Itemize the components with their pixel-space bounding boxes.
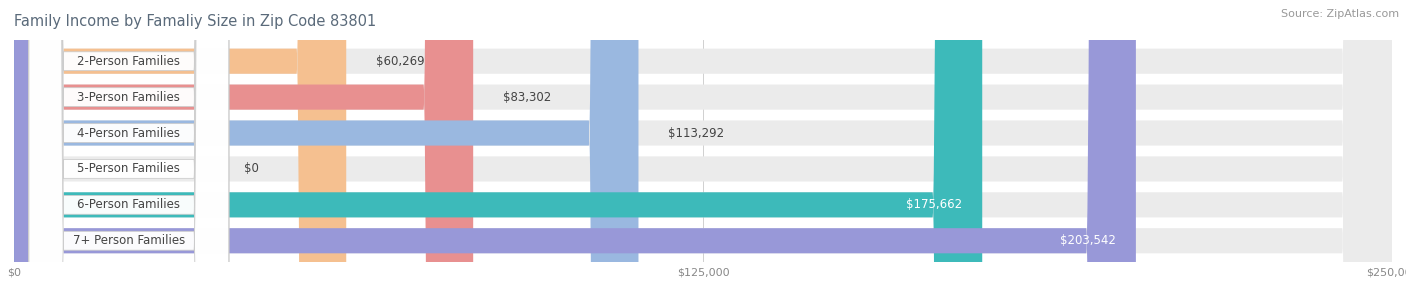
Text: $175,662: $175,662 — [907, 198, 962, 211]
FancyBboxPatch shape — [14, 0, 1392, 305]
Text: 6-Person Families: 6-Person Families — [77, 198, 180, 211]
FancyBboxPatch shape — [30, 0, 229, 305]
FancyBboxPatch shape — [30, 0, 229, 305]
Text: $83,302: $83,302 — [503, 91, 551, 104]
Text: $113,292: $113,292 — [668, 127, 724, 139]
FancyBboxPatch shape — [14, 0, 983, 305]
Text: Source: ZipAtlas.com: Source: ZipAtlas.com — [1281, 9, 1399, 19]
FancyBboxPatch shape — [14, 0, 1392, 305]
FancyBboxPatch shape — [14, 0, 1392, 305]
Text: $0: $0 — [243, 163, 259, 175]
FancyBboxPatch shape — [30, 0, 229, 305]
FancyBboxPatch shape — [14, 0, 638, 305]
FancyBboxPatch shape — [30, 0, 229, 305]
FancyBboxPatch shape — [14, 0, 1392, 305]
FancyBboxPatch shape — [14, 0, 474, 305]
Text: $203,542: $203,542 — [1060, 234, 1116, 247]
Text: 2-Person Families: 2-Person Families — [77, 55, 180, 68]
FancyBboxPatch shape — [30, 0, 229, 305]
Text: $60,269: $60,269 — [375, 55, 425, 68]
FancyBboxPatch shape — [14, 0, 346, 305]
FancyBboxPatch shape — [30, 0, 229, 305]
Text: 3-Person Families: 3-Person Families — [77, 91, 180, 104]
FancyBboxPatch shape — [14, 0, 1136, 305]
FancyBboxPatch shape — [14, 0, 1392, 305]
Text: 7+ Person Families: 7+ Person Families — [73, 234, 186, 247]
FancyBboxPatch shape — [14, 0, 1392, 305]
Text: 4-Person Families: 4-Person Families — [77, 127, 180, 139]
Text: 5-Person Families: 5-Person Families — [77, 163, 180, 175]
Text: Family Income by Famaliy Size in Zip Code 83801: Family Income by Famaliy Size in Zip Cod… — [14, 14, 377, 29]
